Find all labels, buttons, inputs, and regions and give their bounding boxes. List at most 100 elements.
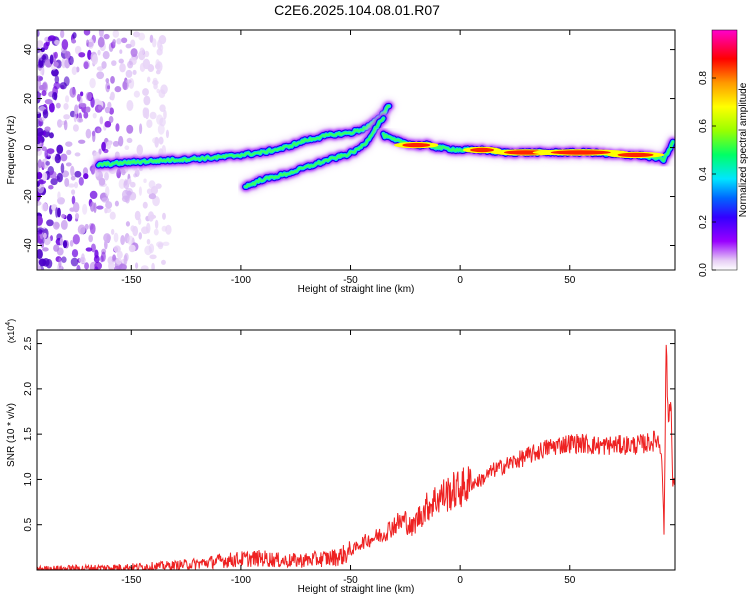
noise-speck xyxy=(105,201,113,209)
noise-speck xyxy=(70,165,75,177)
noise-speck xyxy=(72,234,80,245)
noise-speck xyxy=(37,40,44,48)
noise-speck xyxy=(84,223,89,230)
noise-speck xyxy=(95,171,99,177)
noise-speck xyxy=(125,221,131,227)
noise-speck xyxy=(83,30,91,36)
top-x-tick-label: -100 xyxy=(231,275,251,286)
noise-speck xyxy=(42,172,48,182)
noise-speck xyxy=(120,234,125,246)
noise-speck xyxy=(157,123,165,135)
noise-speck xyxy=(91,54,99,65)
noise-speck xyxy=(54,39,60,45)
noise-speck xyxy=(87,49,92,61)
noise-speck xyxy=(161,259,166,265)
colorbar-tick-label: 0.6 xyxy=(698,119,709,133)
noise-speck xyxy=(96,71,105,80)
noise-speck xyxy=(148,180,156,189)
noise-speck xyxy=(126,124,134,134)
colorbar: 0.0 0.2 0.4 0.6 0.8 Normalized spectral ampl… xyxy=(698,29,749,277)
noise-speck xyxy=(37,146,41,152)
noise-speck xyxy=(118,58,124,64)
noise-speck xyxy=(154,219,159,229)
snr-frame xyxy=(36,329,676,571)
noise-speck xyxy=(78,177,84,186)
noise-speck xyxy=(114,200,119,207)
noise-speck xyxy=(115,123,120,132)
noise-speck xyxy=(64,177,70,187)
noise-speck xyxy=(133,90,140,98)
noise-speck xyxy=(142,201,148,209)
top-y-tick-label: -40 xyxy=(23,238,34,253)
noise-speck xyxy=(71,39,77,44)
noise-speck xyxy=(63,119,68,131)
noise-speck xyxy=(93,255,100,264)
noise-speck xyxy=(103,233,111,243)
noise-speck xyxy=(37,227,45,233)
noise-speck xyxy=(104,120,112,128)
noise-speck xyxy=(82,203,88,215)
noise-speck xyxy=(126,99,134,111)
noise-speck xyxy=(71,189,76,195)
noise-speck xyxy=(125,69,133,78)
bottom-y-tick-label: 1.5 xyxy=(23,427,34,441)
noise-speck xyxy=(159,104,166,113)
noise-speck xyxy=(85,247,93,252)
noise-speck xyxy=(89,201,95,212)
noise-speck xyxy=(37,162,40,174)
noise-speck xyxy=(147,211,155,222)
noise-speck xyxy=(123,254,128,266)
noise-speck xyxy=(67,183,76,188)
bottom-x-tick-label: -150 xyxy=(121,575,141,586)
noise-speck xyxy=(155,183,162,189)
noise-speck xyxy=(104,172,109,181)
noise-speck xyxy=(46,148,55,155)
noise-speck xyxy=(58,257,62,268)
noise-speck xyxy=(73,202,80,213)
noise-speck xyxy=(140,265,149,270)
noise-speck xyxy=(125,187,133,196)
noise-speck xyxy=(149,111,157,120)
noise-speck xyxy=(43,232,47,239)
noise-speck xyxy=(88,234,93,243)
noise-speck xyxy=(112,140,120,147)
noise-speck xyxy=(105,186,110,197)
noise-speck xyxy=(90,96,95,108)
noise-speck xyxy=(165,129,170,139)
noise-speck xyxy=(127,60,134,69)
noise-speck xyxy=(158,136,164,145)
noise-speck xyxy=(129,181,136,188)
noise-speck xyxy=(138,186,142,196)
noise-speck xyxy=(77,224,86,235)
noise-speck xyxy=(55,102,61,109)
bottom-y-tick-label: 2.0 xyxy=(23,381,34,395)
noise-speck xyxy=(157,39,162,50)
noise-speck xyxy=(42,109,49,119)
noise-speck xyxy=(37,57,45,69)
colorbar-tick-label: 0.4 xyxy=(698,167,709,181)
noise-speck xyxy=(152,137,160,144)
colorbar-tick-label: 0.0 xyxy=(698,263,709,277)
noise-speck xyxy=(38,117,45,122)
noise-speck xyxy=(102,51,110,60)
spectrogram-panel: -150 -100 -50 0 50 -40 -20 0 20 40 Height of str… xyxy=(6,29,676,295)
bottom-x-tick-label: -100 xyxy=(231,575,251,586)
noise-speck xyxy=(133,173,138,178)
noise-speck xyxy=(135,262,139,269)
noise-speck xyxy=(107,101,112,109)
noise-speck xyxy=(37,171,43,180)
noise-speck xyxy=(71,249,79,258)
ridge-layer xyxy=(91,99,675,194)
noise-speck xyxy=(54,154,61,164)
noise-speck xyxy=(97,104,103,110)
noise-speck xyxy=(56,172,63,183)
noise-speck xyxy=(56,119,63,128)
noise-speck xyxy=(94,266,99,270)
noise-speck xyxy=(139,123,143,135)
noise-speck xyxy=(48,132,54,139)
top-x-tick-label: 50 xyxy=(564,275,576,286)
noise-speck xyxy=(152,80,159,86)
noise-speck xyxy=(156,241,164,248)
noise-speck xyxy=(113,265,121,270)
